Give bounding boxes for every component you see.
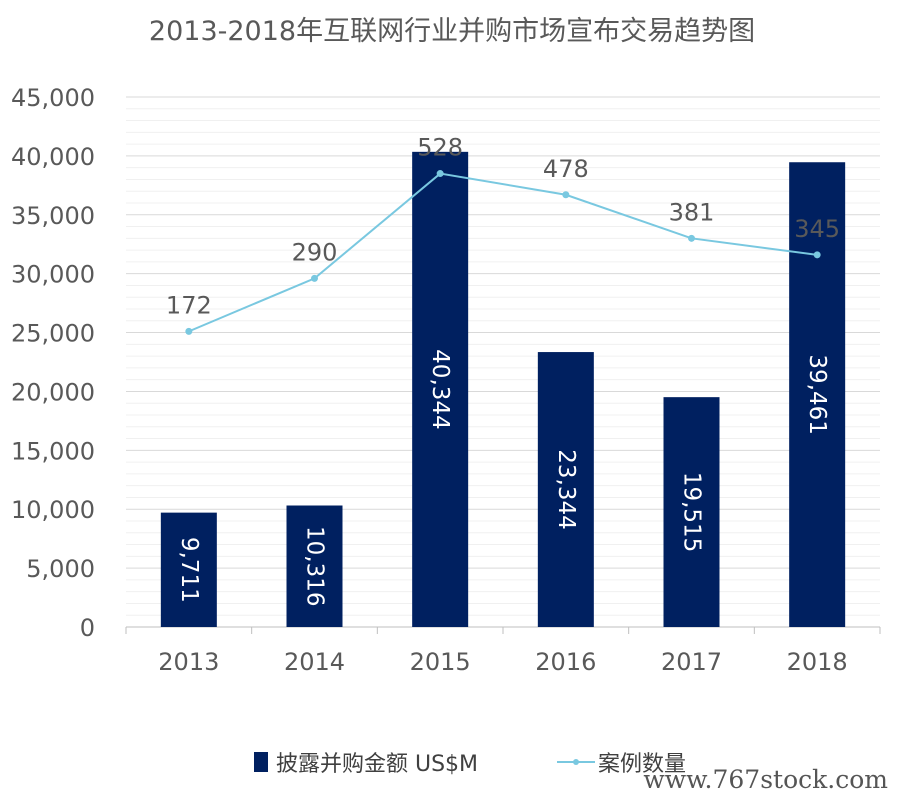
grid-lines <box>126 96 880 628</box>
line-data-label: 381 <box>669 198 715 226</box>
line-path <box>188 172 818 333</box>
axes: 0 5,000 10,000 15,000 20,000 25,000 30,000 35,0… <box>11 84 881 676</box>
y-tick-label: 0 <box>80 614 95 642</box>
x-tick-label: 2015 <box>410 648 471 676</box>
bar-data-label: 23,344 <box>553 449 579 529</box>
line-data-label: 172 <box>166 291 212 319</box>
line-data-label: 478 <box>543 155 589 183</box>
legend: 披露并购金额 US$M 案例数量 <box>254 752 686 777</box>
x-tick-label: 2014 <box>284 648 345 676</box>
chart-title: 2013-2018年互联网行业并购市场宣布交易趋势图 <box>149 16 755 47</box>
line-point <box>185 327 193 335</box>
line-data-label: 528 <box>417 134 463 162</box>
legend-bar-label: 披露并购金额 US$M <box>276 752 478 777</box>
bar-data-label: 10,316 <box>302 526 328 606</box>
line-point <box>311 274 318 282</box>
y-tick-label: 35,000 <box>11 202 95 230</box>
x-tick-label: 2016 <box>535 648 596 676</box>
bar-data-label: 9,711 <box>176 537 202 603</box>
y-tick-label: 15,000 <box>11 437 95 465</box>
bar <box>412 151 469 627</box>
x-tick-label: 2013 <box>158 648 219 676</box>
y-tick-label: 40,000 <box>11 143 95 171</box>
bar <box>789 162 846 627</box>
y-tick-label: 10,000 <box>11 496 95 524</box>
x-tick-label: 2017 <box>661 648 722 676</box>
bar-data-label: 19,515 <box>679 472 705 552</box>
bar-data-label: 39,461 <box>804 354 830 434</box>
y-tick-label: 30,000 <box>11 261 95 289</box>
line-data-label: 290 <box>292 238 338 266</box>
line-data-label: 345 <box>794 215 840 243</box>
line-point <box>813 251 821 259</box>
y-tick-label: 5,000 <box>26 555 95 583</box>
watermark: www.767stock.com <box>643 765 888 794</box>
y-tick-label: 25,000 <box>11 320 95 348</box>
legend-bar-swatch <box>254 752 268 772</box>
line-point <box>562 191 570 199</box>
line-series: 172 290 528 478 381 345 <box>166 134 840 335</box>
line-point <box>688 234 695 242</box>
bar <box>537 352 594 627</box>
bar-series: 9,711 10,316 40,344 23,344 19,515 39,461 <box>160 151 846 627</box>
y-tick-label: 20,000 <box>11 378 95 406</box>
bar <box>286 505 343 627</box>
bar <box>160 512 217 627</box>
line-point <box>436 170 444 178</box>
legend-line-label: 案例数量 <box>598 752 686 777</box>
y-tick-label: 45,000 <box>11 84 95 112</box>
legend-line-marker <box>573 759 579 765</box>
bar-data-label: 40,344 <box>427 349 453 429</box>
x-tick-label: 2018 <box>787 648 848 676</box>
bar <box>663 397 720 627</box>
